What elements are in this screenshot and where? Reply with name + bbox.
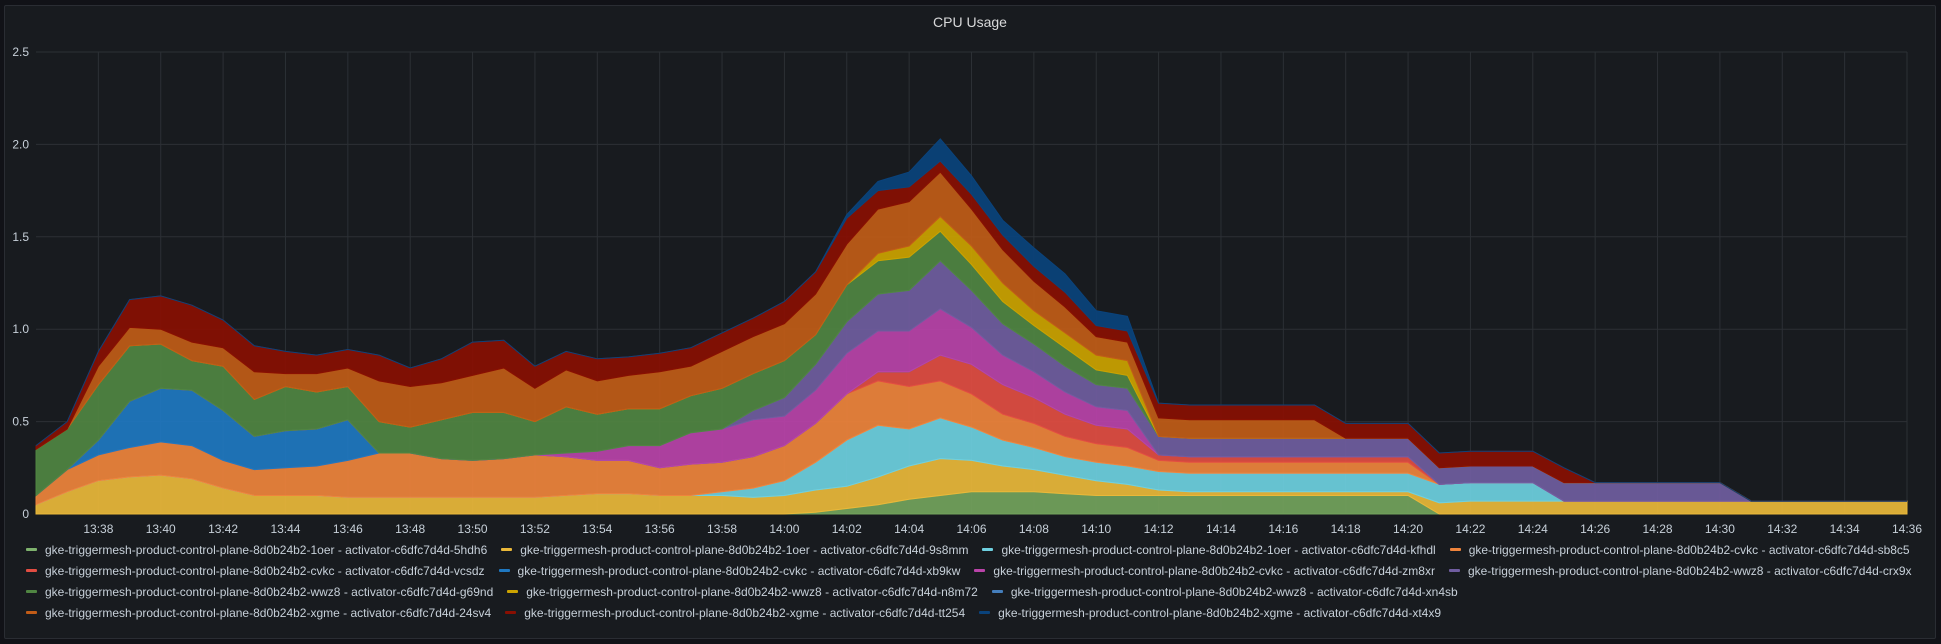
x-tick-label: 13:52 [520,522,550,536]
x-tick-label: 13:48 [395,522,425,536]
legend-label: gke-triggermesh-product-control-plane-8d… [1467,563,1912,578]
legend-item[interactable]: gke-triggermesh-product-control-plane-8d… [991,583,1458,600]
legend-item[interactable]: gke-triggermesh-product-control-plane-8d… [26,604,491,621]
legend-item[interactable]: gke-triggermesh-product-control-plane-8d… [26,562,485,579]
x-tick-label: 14:14 [1206,522,1236,536]
x-tick-label: 13:38 [83,522,113,536]
x-tick-label: 13:40 [146,522,176,536]
legend-swatch-icon [26,611,37,614]
x-tick-label: 13:50 [458,522,488,536]
chart-areas [35,138,1908,515]
legend-swatch-icon [26,590,37,593]
x-tick-label: 14:18 [1331,522,1361,536]
x-tick-label: 14:10 [1081,522,1111,536]
legend-item[interactable]: gke-triggermesh-product-control-plane-8d… [1449,541,1910,558]
legend-swatch-icon [991,590,1003,593]
legend-label: gke-triggermesh-product-control-plane-8d… [520,542,969,557]
x-tick-label: 14:06 [956,522,986,536]
chart-legend: gke-triggermesh-product-control-plane-8d… [26,541,1926,621]
x-tick-label: 14:24 [1518,522,1548,536]
panel-title[interactable]: CPU Usage [933,14,1007,30]
legend-swatch-icon [505,611,517,614]
legend-item[interactable]: gke-triggermesh-product-control-plane-8d… [974,562,1435,579]
legend-swatch-icon [1448,569,1460,572]
x-tick-label: 14:36 [1892,522,1922,536]
legend-swatch-icon [498,569,510,572]
y-axis: 0 0.5 1.0 1.5 2.0 2.5 [12,45,29,521]
x-axis: 13:38 13:40 13:42 13:44 13:46 13:48 13:50 13:52… [83,522,1922,536]
x-tick-label: 13:58 [707,522,737,536]
x-tick-label: 14:34 [1830,522,1860,536]
legend-label: gke-triggermesh-product-control-plane-8d… [45,542,488,557]
legend-swatch-icon [26,569,37,572]
legend-swatch-icon [979,611,991,614]
legend-swatch-icon [974,569,986,572]
x-tick-label: 14:08 [1019,522,1049,536]
x-tick-label: 14:30 [1705,522,1735,536]
legend-item[interactable]: gke-triggermesh-product-control-plane-8d… [26,541,487,558]
x-tick-label: 13:42 [208,522,238,536]
legend-swatch-icon [501,548,513,551]
x-tick-label: 14:26 [1580,522,1610,536]
legend-item[interactable]: gke-triggermesh-product-control-plane-8d… [982,541,1436,558]
legend-label: gke-triggermesh-product-control-plane-8d… [998,605,1442,620]
legend-label: gke-triggermesh-product-control-plane-8d… [45,605,492,620]
y-tick-label: 2.5 [12,45,29,59]
legend-swatch-icon [982,548,994,551]
legend-item[interactable]: gke-triggermesh-product-control-plane-8d… [507,583,978,600]
legend-label: gke-triggermesh-product-control-plane-8d… [524,605,966,620]
legend-label: gke-triggermesh-product-control-plane-8d… [993,563,1435,578]
x-tick-label: 14:00 [769,522,799,536]
x-tick-label: 14:32 [1767,522,1797,536]
x-tick-label: 14:04 [894,522,924,536]
legend-item[interactable]: gke-triggermesh-product-control-plane-8d… [979,604,1441,621]
x-tick-label: 14:16 [1268,522,1298,536]
legend-label: gke-triggermesh-product-control-plane-8d… [45,584,494,599]
legend-label: gke-triggermesh-product-control-plane-8d… [1001,542,1436,557]
y-tick-label: 2.0 [12,137,29,151]
y-tick-label: 0.5 [12,415,29,429]
legend-swatch-icon [1449,548,1461,551]
legend-label: gke-triggermesh-product-control-plane-8d… [1468,542,1910,557]
x-tick-label: 14:12 [1144,522,1174,536]
y-tick-label: 1.0 [12,322,29,336]
x-tick-label: 14:20 [1393,522,1423,536]
x-tick-label: 13:46 [333,522,363,536]
legend-label: gke-triggermesh-product-control-plane-8d… [45,563,485,578]
x-tick-label: 14:02 [832,522,862,536]
legend-item[interactable]: gke-triggermesh-product-control-plane-8d… [501,541,968,558]
x-tick-label: 13:54 [582,522,612,536]
legend-item[interactable]: gke-triggermesh-product-control-plane-8d… [498,562,961,579]
legend-swatch-icon [507,590,519,593]
series-area-12[interactable] [35,138,1907,502]
x-tick-label: 13:56 [645,522,675,536]
legend-item[interactable]: gke-triggermesh-product-control-plane-8d… [26,583,493,600]
x-tick-label: 13:44 [270,522,300,536]
legend-label: gke-triggermesh-product-control-plane-8d… [1010,584,1458,599]
legend-label: gke-triggermesh-product-control-plane-8d… [526,584,978,599]
legend-item[interactable]: gke-triggermesh-product-control-plane-8d… [1448,562,1912,579]
legend-label: gke-triggermesh-product-control-plane-8d… [517,563,961,578]
x-tick-label: 14:28 [1643,522,1673,536]
legend-item[interactable]: gke-triggermesh-product-control-plane-8d… [505,604,965,621]
legend-swatch-icon [26,548,37,551]
x-tick-label: 14:22 [1455,522,1485,536]
y-tick-label: 1.5 [12,230,29,244]
y-tick-label: 0 [22,507,29,521]
